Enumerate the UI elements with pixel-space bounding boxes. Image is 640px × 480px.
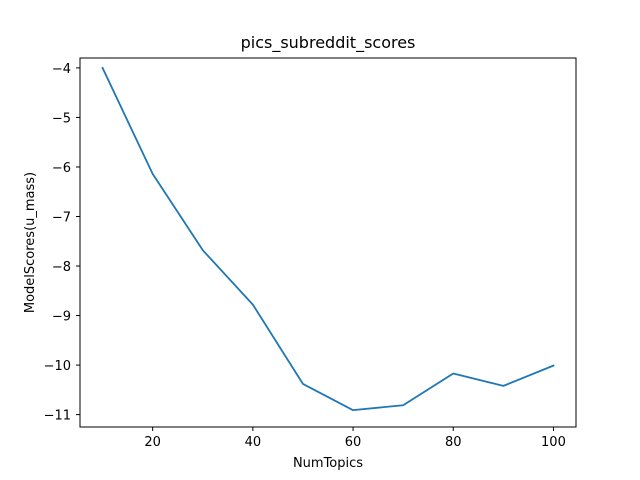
x-tick-label: 20 — [144, 435, 161, 450]
y-tick-label: −9 — [52, 310, 71, 325]
y-tick-label: −11 — [44, 409, 71, 424]
y-tick-label: −4 — [52, 62, 71, 77]
x-axis-label: NumTopics — [293, 456, 363, 471]
chart-title: pics_subreddit_scores — [241, 33, 416, 53]
y-tick-label: −5 — [52, 111, 71, 126]
y-tick-label: −6 — [52, 161, 71, 176]
x-tick-label: 40 — [245, 435, 262, 450]
x-axis-ticks: 20 40 60 80 100 — [144, 427, 566, 450]
y-axis-label: ModelScores(u_mass) — [23, 172, 38, 313]
series-line-0 — [101, 66, 555, 412]
x-tick-label: 80 — [445, 435, 462, 450]
axes-frame — [79, 57, 577, 428]
plot-area — [101, 66, 555, 412]
y-tick-label: −7 — [52, 210, 71, 225]
x-tick-label: 100 — [541, 435, 566, 450]
y-tick-label: −10 — [44, 359, 71, 374]
x-tick-label: 60 — [345, 435, 362, 450]
y-tick-label: −8 — [52, 260, 71, 275]
y-axis-ticks: −4 −5 −6 −7 −8 −9 −10 −11 — [44, 62, 80, 424]
